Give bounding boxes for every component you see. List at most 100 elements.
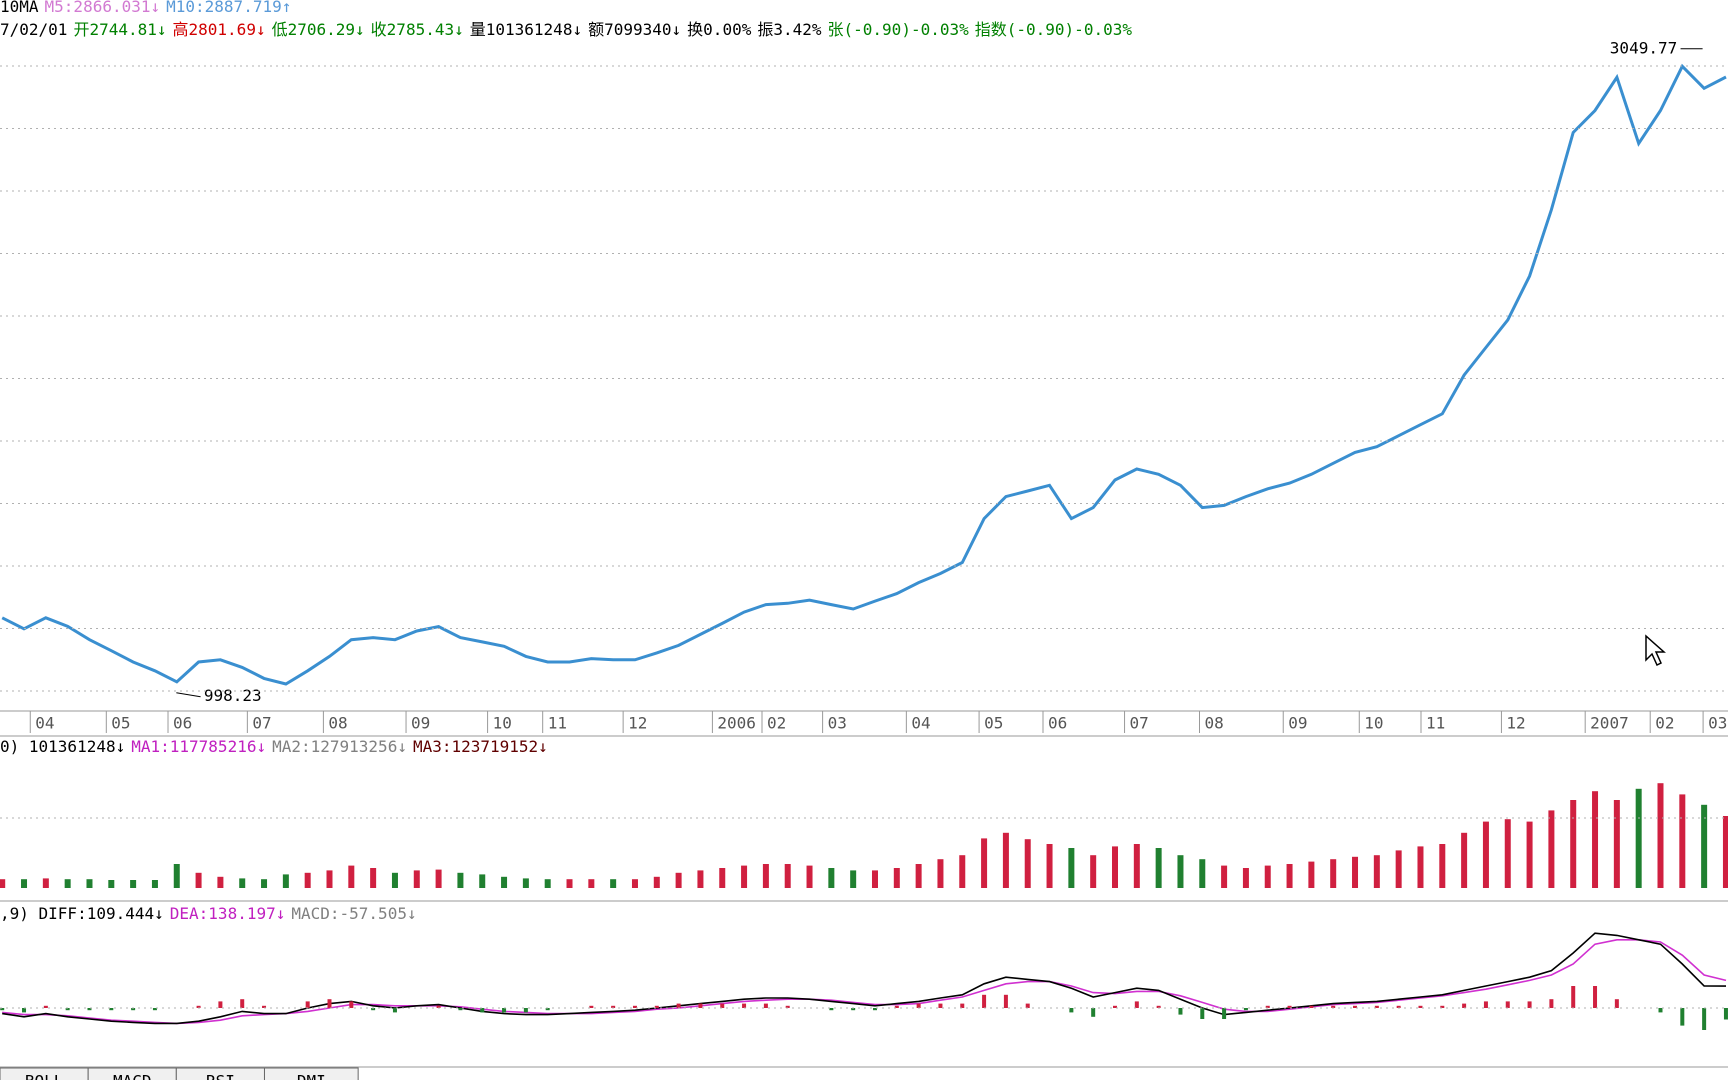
- x-tick-label: 04: [35, 714, 54, 733]
- macd-bar: [1527, 1001, 1532, 1008]
- volume-bar: [915, 864, 922, 888]
- x-tick-label: 11: [548, 714, 567, 733]
- macd-bar: [763, 1003, 768, 1008]
- volume-bar: [1177, 855, 1184, 888]
- header-item: 指数(-0.90)-0.03%: [974, 20, 1132, 39]
- quote-header: 7/02/01 开2744.81↓ 高2801.69↓ 低2706.29↓ 收2785.…: [0, 20, 1132, 40]
- tab-label: DMI: [297, 1072, 326, 1080]
- macd-bar: [240, 999, 245, 1008]
- low-label: 998.23: [204, 686, 262, 705]
- macd-bar: [1309, 1005, 1314, 1008]
- macd-bar: [327, 999, 332, 1008]
- macd-line: [2, 939, 1727, 1025]
- volume-bar: [370, 868, 377, 888]
- macd-bar: [1134, 1001, 1139, 1008]
- macd-bar: [1243, 1008, 1248, 1011]
- volume-bar: [871, 870, 878, 888]
- tab[interactable]: MACD: [87, 1067, 177, 1080]
- macd-bar: [218, 1001, 223, 1008]
- macd-bar: [87, 1008, 92, 1011]
- header-item: 振3.42%: [757, 20, 822, 39]
- macd-bar: [894, 1005, 899, 1008]
- macd-bar: [152, 1008, 157, 1011]
- macd-line: [2, 932, 1727, 1025]
- volume-bar: [1286, 864, 1293, 888]
- macd-bar: [720, 1003, 725, 1008]
- macd-bar: [1265, 1005, 1270, 1008]
- x-tick-label: 2006: [717, 714, 756, 733]
- macd-bar: [1156, 1005, 1161, 1008]
- header-item: MA1:117785216↓: [131, 737, 267, 756]
- macd-bar: [1331, 1005, 1336, 1008]
- volume-bar: [675, 872, 682, 888]
- volume-bar: [893, 868, 900, 888]
- macd-bar: [1614, 999, 1619, 1008]
- macd-bar: [1593, 986, 1598, 1008]
- macd-bar: [872, 1008, 877, 1011]
- low-leader: [176, 692, 201, 698]
- x-tick-label: 04: [911, 714, 930, 733]
- volume-bar: [0, 879, 6, 888]
- tab[interactable]: DMI: [263, 1067, 359, 1080]
- x-tick-label: 02: [767, 714, 786, 733]
- x-tick-label: 08: [1204, 714, 1223, 733]
- x-tick-label: 05: [111, 714, 130, 733]
- x-tick-label: 09: [1288, 714, 1307, 733]
- volume-bar: [566, 879, 573, 888]
- macd-bar: [502, 1008, 507, 1013]
- volume-bar: [1526, 821, 1533, 888]
- volume-bar: [1373, 855, 1380, 888]
- volume-bar: [1461, 832, 1468, 888]
- volume-bar: [1046, 844, 1053, 888]
- macd-bar: [0, 1008, 5, 1011]
- macd-bar: [676, 1003, 681, 1008]
- volume-bar: [1395, 850, 1402, 888]
- volume-bar: [64, 879, 71, 888]
- volume-bar: [784, 864, 791, 888]
- volume-bar: [1024, 839, 1031, 888]
- macd-bar: [632, 1005, 637, 1008]
- volume-bar: [1221, 865, 1228, 888]
- header-item: 0) 101361248↓: [0, 737, 126, 756]
- macd-bar: [654, 1005, 659, 1008]
- macd-bar: [1440, 1005, 1445, 1008]
- volume-bar: [610, 879, 617, 888]
- macd-bar: [1702, 1008, 1707, 1030]
- volume-bar: [108, 880, 115, 888]
- volume-bar: [1635, 788, 1642, 888]
- x-tick-label: 06: [173, 714, 192, 733]
- volume-bar: [173, 864, 180, 888]
- volume-bar: [719, 868, 726, 888]
- macd-bar: [742, 1003, 747, 1008]
- x-tick-label: 2007: [1590, 714, 1629, 733]
- volume-bar: [348, 865, 355, 888]
- tab[interactable]: BOLL: [0, 1067, 89, 1080]
- macd-bar: [523, 1008, 528, 1013]
- volume-bar: [261, 879, 268, 888]
- x-tick-label: 09: [411, 714, 430, 733]
- volume-bar: [1592, 791, 1599, 888]
- volume-bar: [1242, 868, 1249, 888]
- header-item: MA2:127913256↓: [272, 737, 407, 756]
- macd-bar: [1374, 1005, 1379, 1008]
- volume-bar: [828, 868, 835, 888]
- volume-bar: [217, 876, 224, 888]
- tab[interactable]: RSI: [175, 1067, 265, 1080]
- volume-bar: [86, 879, 93, 888]
- volume-bar: [42, 878, 49, 888]
- macd-bar: [1025, 1003, 1030, 1008]
- volume-bar: [544, 879, 551, 888]
- macd-bar: [1200, 1008, 1205, 1019]
- volume-bar: [435, 869, 442, 888]
- volume-bar: [304, 872, 311, 888]
- volume-bar: [806, 865, 813, 888]
- macd-bar: [1418, 1005, 1423, 1008]
- volume-bar: [1417, 846, 1424, 888]
- volume-bar: [522, 878, 529, 888]
- volume-bar: [1112, 846, 1119, 888]
- macd-bar: [43, 1005, 48, 1008]
- x-tick-label: 10: [1364, 714, 1383, 733]
- volume-bar: [326, 870, 333, 888]
- macd-bar: [785, 1005, 790, 1008]
